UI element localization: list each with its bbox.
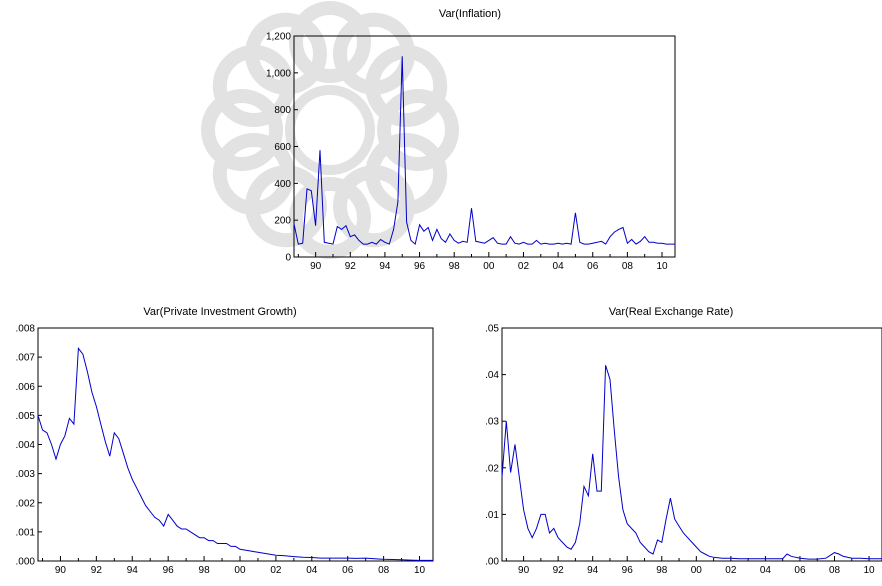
x-tick-label: 92 (553, 565, 565, 576)
x-tick-label: 08 (829, 565, 841, 576)
x-tick-label: 02 (270, 565, 282, 576)
y-tick-label: 400 (274, 179, 291, 190)
x-tick-label: 06 (342, 565, 354, 576)
x-tick-label: 04 (760, 565, 772, 576)
x-tick-label: 96 (163, 565, 175, 576)
x-tick-label: 10 (863, 565, 875, 576)
watermark-petal (289, 1, 371, 83)
watermark-petal (245, 12, 327, 95)
x-tick-label: 02 (518, 261, 530, 272)
x-tick-label: 98 (449, 261, 461, 272)
watermark-petal (365, 45, 448, 127)
watermark-petal (201, 89, 283, 171)
x-tick-label: 90 (310, 261, 322, 272)
x-tick-label: 90 (55, 565, 67, 576)
y-tick-label: .007 (16, 353, 36, 364)
x-tick-label: 04 (553, 261, 565, 272)
chart-title: Var(Real Exchange Rate) (608, 306, 734, 318)
watermark-petal (212, 133, 295, 215)
x-tick-label: 90 (518, 565, 530, 576)
watermark-petal (333, 165, 415, 248)
x-tick-label: 08 (378, 565, 390, 576)
y-tick-label: .001 (16, 527, 36, 538)
y-tick-label: 800 (274, 105, 291, 116)
real-exchange-rate-chart: Var(Real Exchange Rate) .00 .01 .02 .03 .04.… (460, 303, 882, 581)
private-investment-growth-plot: .000 .001 .002 .003 .004 .005 .006 .007 .008 90 92… (16, 324, 434, 576)
watermark-core (285, 85, 375, 175)
x-tick-label: 98 (199, 565, 211, 576)
x-tick-label: 00 (691, 565, 703, 576)
x-tick-label: 94 (587, 565, 599, 576)
y-tick-label: .000 (16, 557, 36, 568)
series-line (293, 56, 675, 246)
y-tick-label: .002 (16, 498, 36, 509)
y-tick-label: .03 (485, 417, 499, 428)
x-tick-label: 02 (725, 565, 737, 576)
x-tick-label: 04 (306, 565, 318, 576)
x-tick-label: 00 (483, 261, 495, 272)
inflation-chart: Var(Inflation) 0 200 400 600 800 1,000 1,200 90… (240, 6, 700, 276)
x-tick-label: 08 (622, 261, 634, 272)
chart-title: Var(Private Investment Growth) (143, 306, 297, 318)
y-tick-label: 1,000 (266, 68, 291, 79)
x-tick-label: 06 (794, 565, 806, 576)
inflation-plot: 0 200 400 600 800 1,000 1,200 90 92 94 96 98 00 02 04 0… (266, 32, 676, 272)
y-tick-label: .04 (485, 370, 499, 381)
private-investment-growth-chart: Var(Private Investment Growth) .000 .001.… (0, 303, 440, 581)
y-tick-label: .003 (16, 469, 36, 480)
y-tick-label: 0 (285, 253, 291, 264)
x-tick-label: 94 (127, 565, 139, 576)
x-tick-label: 96 (622, 565, 634, 576)
x-tick-label: 92 (345, 261, 357, 272)
y-tick-label: 600 (274, 142, 291, 153)
x-tick-label: 96 (414, 261, 426, 272)
x-tick-label: 10 (414, 565, 426, 576)
y-tick-label: .008 (16, 324, 36, 335)
watermark-petal (377, 89, 459, 171)
y-tick-label: 1,200 (266, 32, 291, 43)
x-tick-label: 92 (91, 565, 103, 576)
chart-title: Var(Inflation) (438, 8, 502, 20)
series-line (501, 365, 882, 560)
plot-frame (501, 327, 882, 562)
y-tick-label: 200 (274, 216, 291, 227)
x-tick-label: 10 (656, 261, 668, 272)
real-exchange-rate-plot: .00 .01 .02 .03 .04 .05 90 92 94 96 98 00 02 04 06 08 10 (485, 324, 882, 576)
y-tick-label: .01 (485, 510, 499, 521)
x-tick-label: 98 (656, 565, 668, 576)
y-tick-label: .00 (485, 557, 499, 568)
y-tick-label: .005 (16, 411, 36, 422)
x-tick-label: 94 (379, 261, 391, 272)
y-tick-label: .006 (16, 382, 36, 393)
x-tick-label: 00 (234, 565, 246, 576)
watermark-petal (289, 177, 371, 259)
x-tick-label: 06 (587, 261, 599, 272)
y-tick-label: .02 (485, 463, 499, 474)
plot-frame (37, 327, 434, 562)
plot-frame (293, 35, 676, 258)
series-line (37, 347, 433, 561)
y-tick-label: .05 (485, 324, 499, 335)
y-tick-label: .004 (16, 440, 36, 451)
